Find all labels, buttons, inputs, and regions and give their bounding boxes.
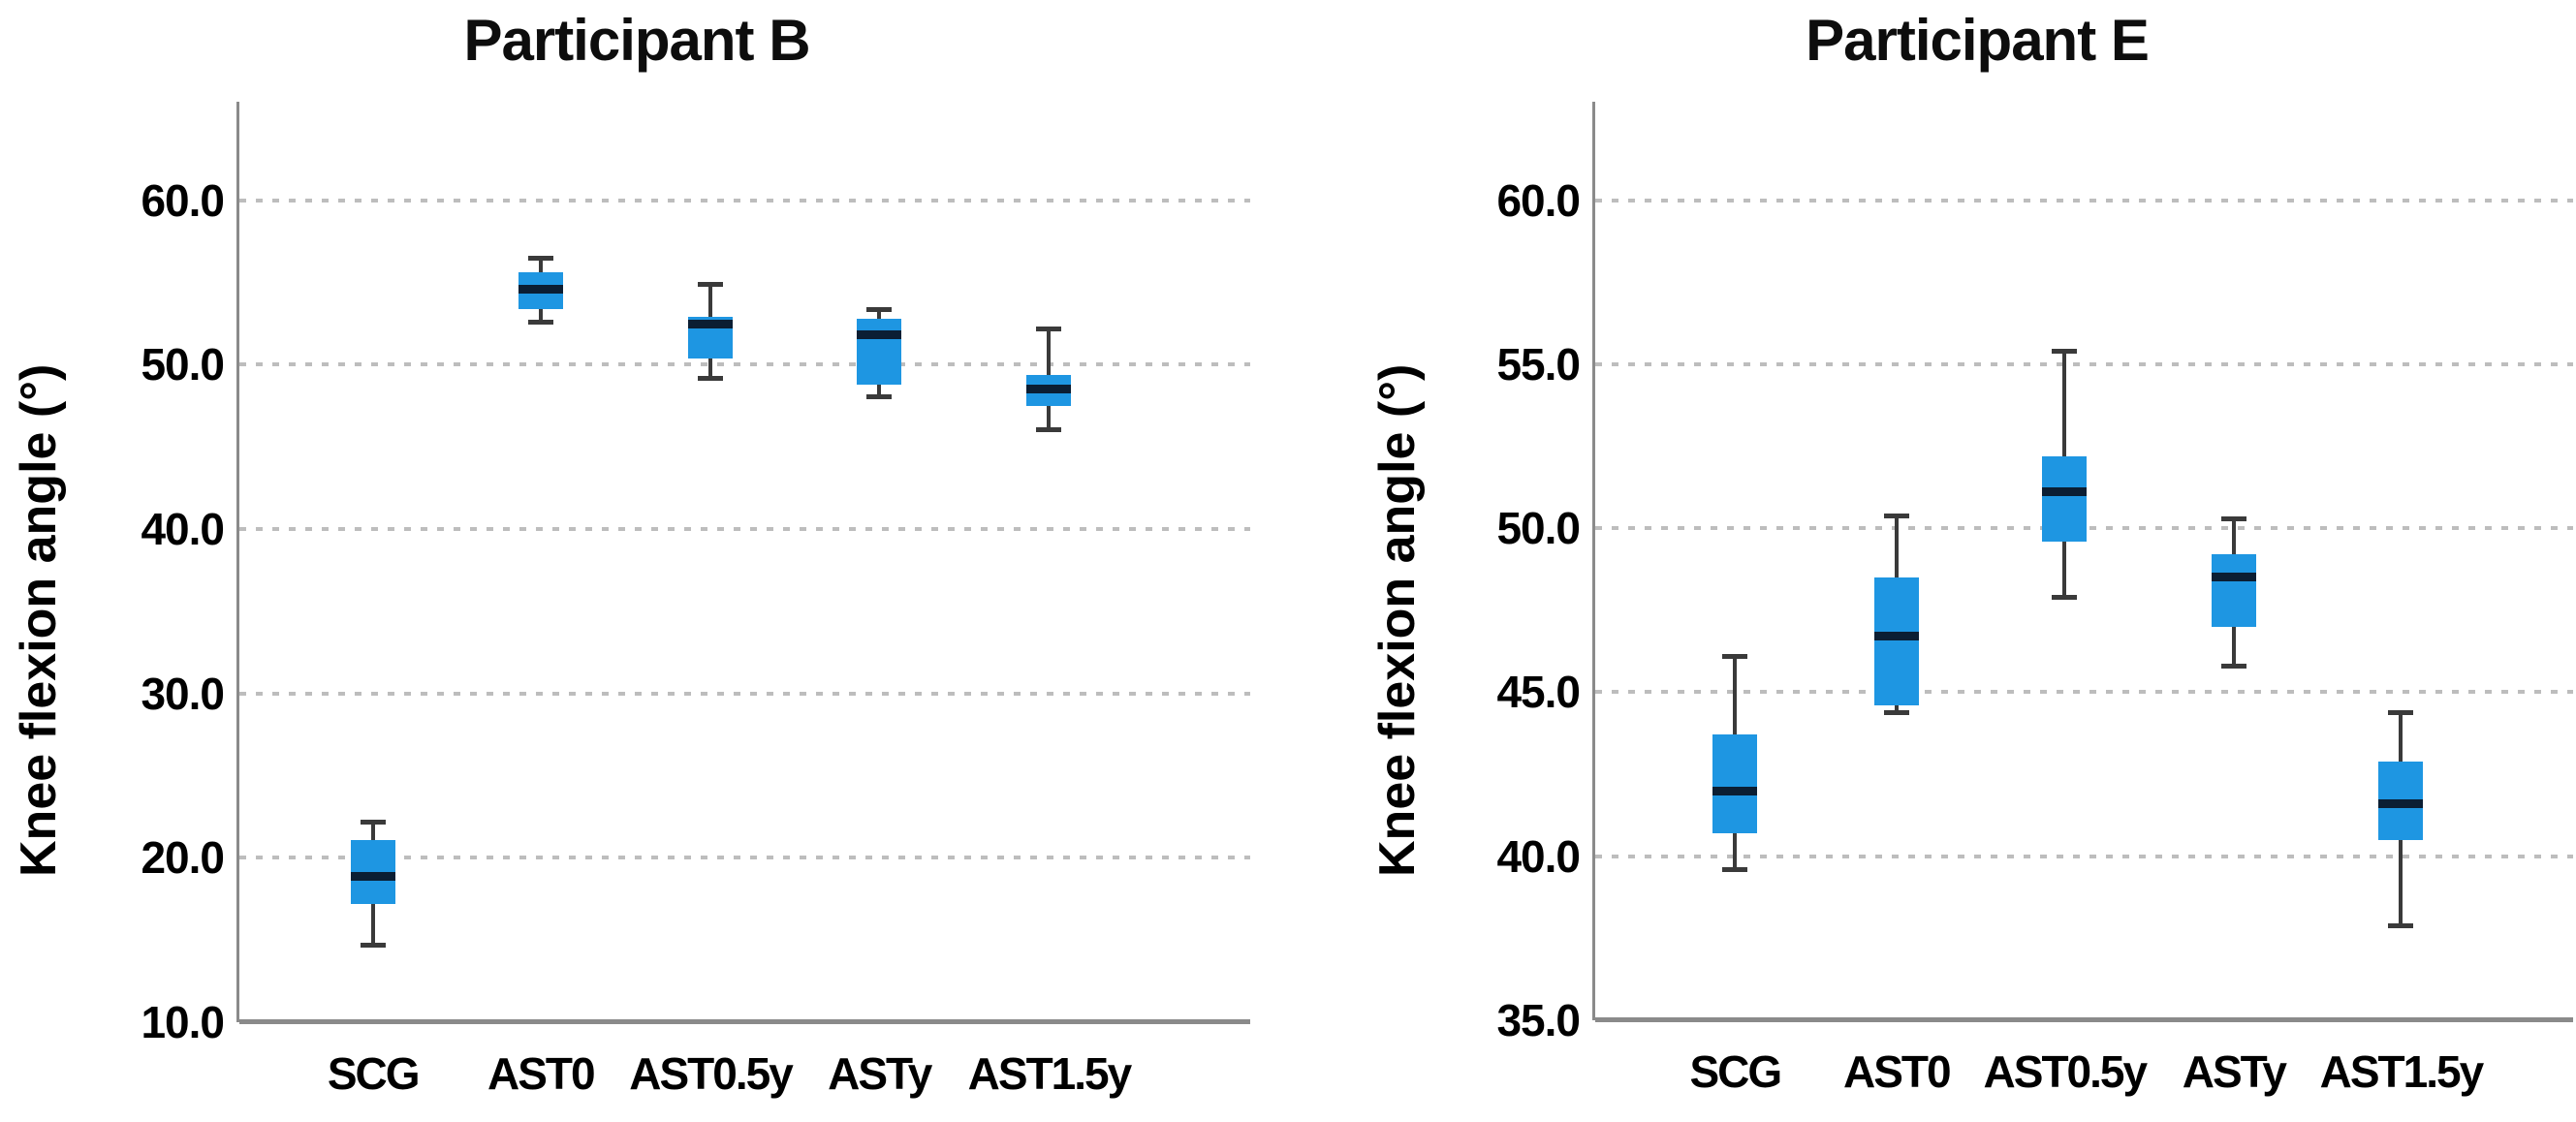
whisker-cap-low-SCG [360,943,386,949]
ytick-label: 50.0 [141,339,225,390]
whisker-cap-high-SCG [360,820,386,826]
whisker-cap-high-AST0.5y [698,282,724,288]
xtick-label-ASTy: ASTy [2182,1046,2287,1097]
xtick-label-AST0: AST0 [487,1048,596,1099]
xtick-label-AST1.5y: AST1.5y [967,1048,1133,1099]
whisker-cap-high-ASTy [2220,515,2246,521]
whisker-cap-low-AST0.5y [698,376,724,381]
ytick-label: 50.0 [1496,503,1581,554]
ytick-label: 40.0 [141,504,225,555]
median-AST0.5y [2042,487,2088,497]
median-AST1.5y [2378,799,2424,809]
whisker-cap-low-ASTy [866,393,893,399]
median-AST0.5y [688,319,734,328]
whisker-cap-low-AST0 [527,320,553,326]
box-ASTy [857,318,902,385]
whisker-cap-high-ASTy [866,306,893,312]
ytick-label: 60.0 [1496,174,1581,226]
whisker-cap-high-AST0 [1883,513,1909,518]
box-ASTy [2211,554,2256,627]
ytick-label: 20.0 [141,832,225,884]
plot-title: Participant B [463,8,810,73]
x-axis-line [1595,1017,2573,1022]
whisker-cap-high-AST0 [527,256,553,262]
gridline-60.0 [1595,198,2573,203]
gridline-60.0 [239,198,1250,203]
xtick-label-SCG: SCG [1689,1046,1782,1097]
ytick-label: 55.0 [1496,338,1581,390]
xtick-label-AST0.5y: AST0.5y [1983,1046,2149,1097]
ytick-label: 35.0 [1496,995,1581,1045]
whisker-cap-high-SCG [1722,654,1748,660]
box-AST0 [1873,577,1919,705]
median-ASTy [2211,573,2256,582]
xtick-label-SCG: SCG [327,1048,421,1099]
gridline-20.0 [239,856,1250,860]
gridline-50.0 [239,362,1250,367]
median-SCG [1712,786,1758,795]
whisker-cap-low-SCG [1722,867,1748,873]
ytick-label: 30.0 [141,668,225,719]
plot-area [1592,102,2573,1022]
box-SCG [1712,734,1758,833]
whisker-cap-high-AST1.5y [1036,327,1062,332]
whisker-cap-low-AST0.5y [2052,595,2078,601]
x-axis-line [239,1019,1250,1024]
y-axis-line [236,102,239,1022]
plot-title: Participant E [1806,8,2150,73]
gridline-30.0 [239,691,1250,696]
plot-area [236,102,1250,1024]
whisker-cap-low-AST1.5y [1036,426,1062,432]
gridline-45.0 [1595,690,2573,695]
median-ASTy [857,330,902,340]
plot-participant-e: Participant E Knee flexion angle (°) 35.… [1289,0,2576,1122]
whisker-cap-low-ASTy [2220,664,2246,670]
xtick-label-AST0.5y: AST0.5y [629,1048,794,1099]
whisker-cap-high-AST1.5y [2388,709,2414,715]
median-AST0 [1873,632,1919,641]
ytick-label: 10.0 [141,997,225,1047]
whisker-cap-high-AST0.5y [2052,349,2078,355]
gridline-55.0 [1595,361,2573,366]
box-AST0.5y [2042,455,2088,542]
xtick-label-AST1.5y: AST1.5y [2319,1046,2485,1097]
y-axis-line [1592,102,1595,1020]
xtick-label-ASTy: ASTy [828,1048,932,1099]
whisker-cap-low-AST1.5y [2388,922,2414,928]
ytick-label: 45.0 [1496,667,1581,718]
whisker-cap-low-AST0 [1883,709,1909,715]
median-AST0 [518,284,563,294]
plot-participant-b: Participant B Knee flexion angle (°) 10.… [11,8,1250,1099]
ytick-label: 60.0 [141,174,225,226]
median-SCG [350,871,395,881]
gridline-40.0 [239,527,1250,532]
xtick-label-AST0: AST0 [1842,1046,1952,1097]
gridline-40.0 [1595,854,2573,858]
median-AST1.5y [1026,385,1072,394]
ytick-label: 40.0 [1496,830,1581,882]
